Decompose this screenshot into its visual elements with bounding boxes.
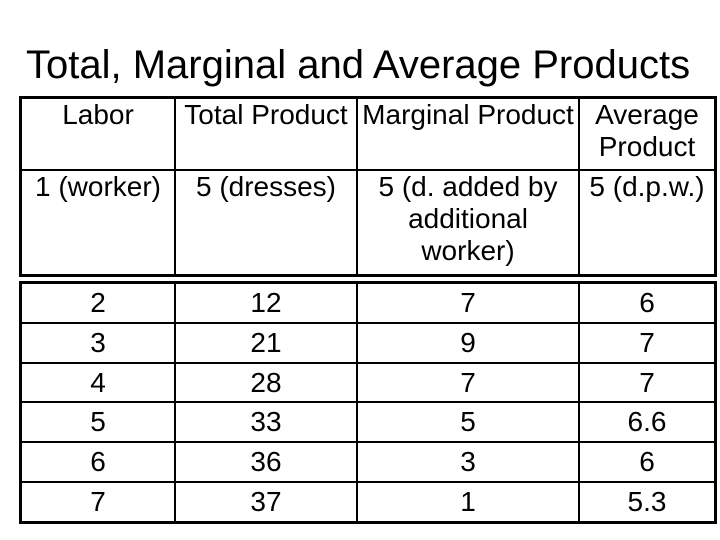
- value-cell: 5: [358, 403, 580, 442]
- value-cell: 37: [176, 483, 358, 521]
- table-row: 3 21 9 7: [22, 323, 714, 364]
- header-cell-labor: Labor: [22, 99, 176, 169]
- page-title: Total, Marginal and Average Products: [26, 43, 691, 87]
- value-cell: 28: [176, 363, 358, 402]
- value-cell: 7: [639, 366, 655, 398]
- table-row: 2 12 7 6: [22, 284, 714, 324]
- value-cell: 1: [358, 483, 580, 521]
- value-cell: 5: [22, 403, 176, 442]
- value-cell: 6: [22, 443, 176, 482]
- value-cell: 7: [358, 363, 580, 402]
- value-cell: 21: [176, 323, 358, 362]
- value-cell: 7: [22, 483, 176, 521]
- value-cell: 36: [176, 443, 358, 482]
- table-row: 7 37 1 5.3: [22, 483, 714, 521]
- table-row: 6 36 3 6: [22, 443, 714, 484]
- unit-cell-average-product: 5 (d.p.w.): [589, 171, 705, 202]
- value-cell: 6: [639, 446, 655, 478]
- value-cell: 6: [639, 286, 655, 318]
- unit-cell-marginal-product: 5 (d. added by additional worker): [358, 171, 580, 274]
- header-cell-average-product: Average Product: [595, 99, 699, 162]
- unit-definition-row: 1 (worker) 5 (dresses) 5 (d. added by ad…: [22, 171, 714, 274]
- value-cell: 3: [358, 443, 580, 482]
- value-cell: 7: [639, 326, 655, 358]
- value-cell: 2: [22, 284, 176, 322]
- products-value-table: 2 12 7 6 3 21 9 7 4 28 7 7 5 33 5 6.6 6 36 3 6 7 37 1 5.3: [19, 281, 717, 524]
- value-cell: 12: [176, 284, 358, 322]
- unit-cell-total-product: 5 (dresses): [176, 171, 358, 274]
- value-cell: 9: [358, 323, 580, 362]
- table-row: 5 33 5 6.6: [22, 403, 714, 444]
- header-cell-total-product: Total Product: [176, 99, 358, 169]
- value-cell: 4: [22, 363, 176, 402]
- table-row: 4 28 7 7: [22, 363, 714, 404]
- header-row: Labor Total Product Marginal Product Ave…: [22, 99, 714, 171]
- value-cell: 3: [22, 323, 176, 362]
- products-header-table: Labor Total Product Marginal Product Ave…: [19, 96, 717, 277]
- value-cell: 5.3: [627, 486, 667, 518]
- value-cell: 7: [358, 284, 580, 322]
- header-cell-marginal-product: Marginal Product: [358, 99, 580, 169]
- unit-cell-labor: 1 (worker): [22, 171, 176, 274]
- value-cell: 6.6: [627, 406, 667, 438]
- value-cell: 33: [176, 403, 358, 442]
